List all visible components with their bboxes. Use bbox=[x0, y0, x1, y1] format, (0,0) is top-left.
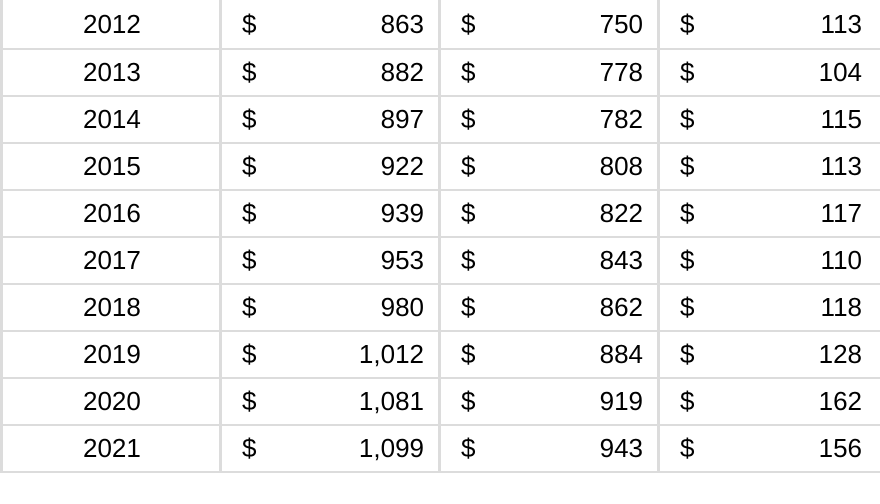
value-b-cell[interactable]: 782 bbox=[519, 95, 660, 144]
value-a-cell[interactable]: 882 bbox=[300, 48, 441, 97]
currency-symbol-cell[interactable]: $ bbox=[658, 283, 739, 332]
currency-symbol-cell[interactable]: $ bbox=[439, 377, 520, 426]
value-c-cell[interactable]: 118 bbox=[738, 283, 880, 332]
value-a-cell[interactable]: 863 bbox=[300, 0, 441, 50]
value-c-cell[interactable]: 110 bbox=[738, 236, 880, 285]
currency-symbol-cell[interactable]: $ bbox=[220, 142, 301, 191]
value-b-cell[interactable]: 822 bbox=[519, 189, 660, 238]
value-b-cell[interactable]: 884 bbox=[519, 330, 660, 379]
value-a-cell[interactable]: 922 bbox=[300, 142, 441, 191]
table-row: 2016 $939 $822 $117 bbox=[0, 189, 880, 238]
currency-symbol-cell[interactable]: $ bbox=[658, 330, 739, 379]
table-row: 2015 $922 $808 $113 bbox=[0, 142, 880, 191]
table-row: 2017 $953 $843 $110 bbox=[0, 236, 880, 285]
table-row: 2021 $1,099 $943 $156 bbox=[0, 424, 880, 473]
year-cell[interactable]: 2019 bbox=[0, 330, 222, 379]
year-cell[interactable]: 2020 bbox=[0, 377, 222, 426]
value-b-cell[interactable]: 862 bbox=[519, 283, 660, 332]
currency-symbol-cell[interactable]: $ bbox=[220, 424, 301, 473]
year-cell[interactable]: 2014 bbox=[0, 95, 222, 144]
table-row: 2019 $1,012 $884 $128 bbox=[0, 330, 880, 379]
currency-symbol-cell[interactable]: $ bbox=[439, 330, 520, 379]
table-row: 2013 $882 $778 $104 bbox=[0, 48, 880, 97]
currency-symbol-cell[interactable]: $ bbox=[658, 236, 739, 285]
value-a-cell[interactable]: 897 bbox=[300, 95, 441, 144]
currency-symbol-cell[interactable]: $ bbox=[220, 377, 301, 426]
value-a-cell[interactable]: 1,099 bbox=[300, 424, 441, 473]
value-b-cell[interactable]: 808 bbox=[519, 142, 660, 191]
year-cell[interactable]: 2018 bbox=[0, 283, 222, 332]
value-a-cell[interactable]: 939 bbox=[300, 189, 441, 238]
currency-symbol-cell[interactable]: $ bbox=[658, 0, 739, 50]
currency-symbol-cell[interactable]: $ bbox=[439, 0, 520, 50]
year-cell[interactable]: 2016 bbox=[0, 189, 222, 238]
currency-symbol-cell[interactable]: $ bbox=[658, 48, 739, 97]
value-a-cell[interactable]: 980 bbox=[300, 283, 441, 332]
currency-symbol-cell[interactable]: $ bbox=[658, 189, 739, 238]
value-a-cell[interactable]: 1,012 bbox=[300, 330, 441, 379]
currency-symbol-cell[interactable]: $ bbox=[658, 95, 739, 144]
currency-symbol-cell[interactable]: $ bbox=[658, 424, 739, 473]
currency-symbol-cell[interactable]: $ bbox=[439, 236, 520, 285]
table-row: 2012 $863 $750 $113 bbox=[0, 0, 880, 50]
currency-symbol-cell[interactable]: $ bbox=[220, 95, 301, 144]
year-cell[interactable]: 2021 bbox=[0, 424, 222, 473]
currency-symbol-cell[interactable]: $ bbox=[658, 142, 739, 191]
value-c-cell[interactable]: 162 bbox=[738, 377, 880, 426]
table-body: 2012 $863 $750 $113 2013 $882 $778 $104 2014 $897… bbox=[0, 0, 880, 473]
currency-symbol-cell[interactable]: $ bbox=[220, 330, 301, 379]
currency-symbol-cell[interactable]: $ bbox=[439, 189, 520, 238]
year-cell[interactable]: 2015 bbox=[0, 142, 222, 191]
currency-symbol-cell[interactable]: $ bbox=[439, 424, 520, 473]
value-c-cell[interactable]: 104 bbox=[738, 48, 880, 97]
value-c-cell[interactable]: 156 bbox=[738, 424, 880, 473]
currency-symbol-cell[interactable]: $ bbox=[439, 95, 520, 144]
currency-symbol-cell[interactable]: $ bbox=[439, 48, 520, 97]
value-a-cell[interactable]: 1,081 bbox=[300, 377, 441, 426]
value-b-cell[interactable]: 943 bbox=[519, 424, 660, 473]
value-b-cell[interactable]: 919 bbox=[519, 377, 660, 426]
table-row: 2018 $980 $862 $118 bbox=[0, 283, 880, 332]
value-c-cell[interactable]: 128 bbox=[738, 330, 880, 379]
currency-symbol-cell[interactable]: $ bbox=[220, 236, 301, 285]
value-c-cell[interactable]: 113 bbox=[738, 142, 880, 191]
currency-symbol-cell[interactable]: $ bbox=[658, 377, 739, 426]
table-row: 2014 $897 $782 $115 bbox=[0, 95, 880, 144]
currency-symbol-cell[interactable]: $ bbox=[220, 48, 301, 97]
data-table: 2012 $863 $750 $113 2013 $882 $778 $104 2014 $897… bbox=[0, 0, 880, 473]
value-c-cell[interactable]: 117 bbox=[738, 189, 880, 238]
value-a-cell[interactable]: 953 bbox=[300, 236, 441, 285]
year-cell[interactable]: 2013 bbox=[0, 48, 222, 97]
value-b-cell[interactable]: 750 bbox=[519, 0, 660, 50]
value-b-cell[interactable]: 843 bbox=[519, 236, 660, 285]
currency-symbol-cell[interactable]: $ bbox=[220, 283, 301, 332]
year-cell[interactable]: 2012 bbox=[0, 0, 222, 50]
value-b-cell[interactable]: 778 bbox=[519, 48, 660, 97]
year-cell[interactable]: 2017 bbox=[0, 236, 222, 285]
currency-symbol-cell[interactable]: $ bbox=[439, 283, 520, 332]
value-c-cell[interactable]: 115 bbox=[738, 95, 880, 144]
table-row: 2020 $1,081 $919 $162 bbox=[0, 377, 880, 426]
currency-symbol-cell[interactable]: $ bbox=[220, 189, 301, 238]
currency-symbol-cell[interactable]: $ bbox=[439, 142, 520, 191]
value-c-cell[interactable]: 113 bbox=[738, 0, 880, 50]
currency-symbol-cell[interactable]: $ bbox=[220, 0, 301, 50]
